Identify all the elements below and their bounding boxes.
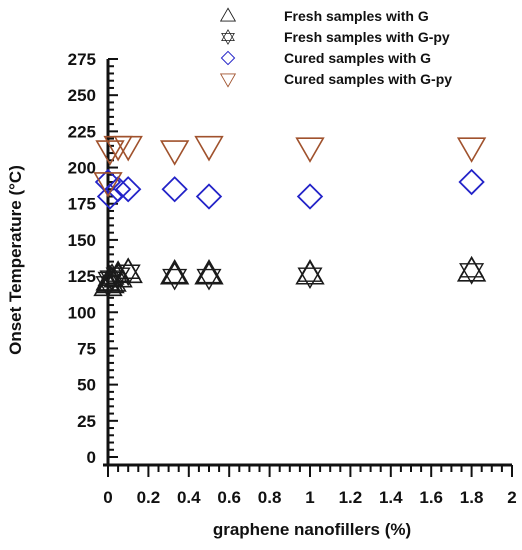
axes-group: 0 25 50 75 100 125 150 175 200 225 250 275 0 0.2 0.4 0.… — [68, 50, 517, 507]
data-point — [458, 168, 485, 196]
y-tick-label: 275 — [68, 50, 96, 69]
star-upper-triangle — [297, 260, 323, 282]
x-tick-label: 0.2 — [137, 488, 161, 507]
legend-marker — [220, 50, 236, 66]
star-lower-triangle — [162, 268, 188, 291]
star-upper-triangle — [99, 263, 125, 285]
star-upper-triangle — [115, 257, 141, 279]
data-point — [456, 137, 487, 163]
x-tick-label: 0.6 — [217, 488, 241, 507]
legend-item: Fresh samples with G-py — [221, 29, 450, 45]
star-lower-triangle — [459, 263, 485, 285]
y-tick-label: 75 — [77, 339, 96, 358]
legend-marker — [219, 7, 237, 22]
data-point — [159, 259, 190, 285]
data-point — [194, 135, 224, 162]
star-lower-triangle — [115, 264, 141, 287]
legend-item: Cured samples with G-py — [219, 71, 452, 88]
legend-label: Cured samples with G-py — [284, 71, 452, 87]
y-tick-label: 25 — [77, 412, 96, 431]
star-lower-triangle — [297, 267, 323, 290]
star-lower-triangle — [196, 268, 222, 291]
x-tick-label: 0 — [103, 488, 112, 507]
series-3 — [94, 168, 485, 210]
y-tick-label: 200 — [68, 159, 96, 178]
x-axis-title: graphene nanofillers (%) — [213, 520, 411, 539]
star-lower-triangle — [221, 33, 235, 45]
data-point — [95, 140, 125, 166]
star-upper-triangle — [97, 264, 123, 287]
y-tick-label: 225 — [68, 122, 96, 141]
y-tick-label: 0 — [87, 448, 96, 467]
data-point — [459, 255, 485, 285]
legend-marker — [219, 73, 237, 88]
x-tick-label: 0.8 — [258, 488, 282, 507]
series-4 — [93, 135, 487, 198]
data-point — [295, 137, 325, 163]
y-tick-label: 100 — [68, 303, 96, 322]
legend-marker-shape — [220, 50, 236, 66]
y-tick-label: 150 — [68, 231, 96, 250]
legend-marker-shape — [219, 73, 237, 88]
legend: Fresh samples with G Fresh samples with G… — [219, 7, 452, 88]
data-point — [297, 260, 323, 290]
legend-item: Cured samples with G — [220, 50, 431, 66]
data-point — [194, 259, 224, 285]
legend-label: Fresh samples with G-py — [284, 29, 450, 45]
legend-marker-shape — [221, 29, 235, 45]
x-tick-label: 2 — [507, 488, 516, 507]
data-point — [195, 183, 223, 210]
data-point — [104, 176, 132, 203]
x-tick-label: 1.2 — [339, 488, 363, 507]
x-tick-label: 1.4 — [379, 488, 403, 507]
data-point — [296, 183, 324, 210]
star-upper-triangle — [196, 261, 222, 284]
legend-marker — [221, 29, 235, 45]
y-tick-label: 50 — [77, 376, 96, 395]
x-tick-label: 1 — [305, 488, 314, 507]
series-2 — [95, 255, 485, 298]
series-1 — [93, 256, 487, 297]
data-point — [94, 168, 122, 196]
y-tick-label: 250 — [68, 86, 96, 105]
star-upper-triangle — [162, 261, 188, 284]
data-point — [93, 172, 123, 198]
y-axis-title: Onset Temperature (°C) — [6, 165, 25, 355]
y-tick-label: 125 — [68, 267, 96, 286]
x-tick-label: 1.6 — [419, 488, 443, 507]
data-point — [115, 176, 142, 203]
data-point — [162, 261, 188, 291]
data-marks — [93, 135, 487, 298]
y-tick-label: 175 — [68, 195, 96, 214]
data-point — [161, 176, 188, 203]
data-point — [115, 257, 141, 287]
data-point — [159, 140, 190, 166]
star-upper-triangle — [459, 255, 485, 278]
legend-marker-shape — [219, 7, 237, 22]
data-point — [96, 183, 124, 210]
legend-label: Cured samples with G — [284, 50, 431, 66]
x-tick-label: 1.8 — [460, 488, 484, 507]
legend-item: Fresh samples with G — [219, 7, 429, 24]
star-upper-triangle — [105, 260, 131, 282]
star-upper-triangle — [221, 29, 235, 41]
data-point — [113, 135, 143, 162]
x-tick-label: 0.4 — [177, 488, 201, 507]
legend-label: Fresh samples with G — [284, 8, 429, 24]
data-point — [196, 261, 222, 291]
